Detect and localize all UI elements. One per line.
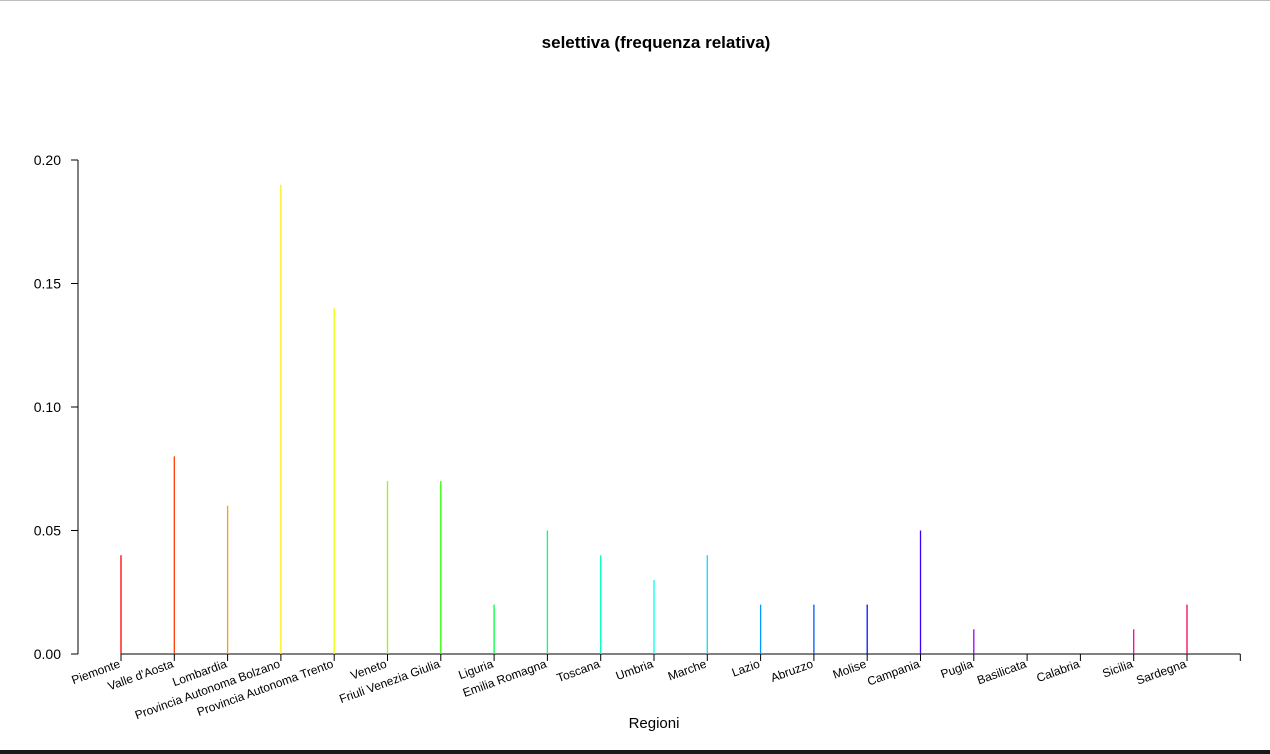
x-tick-label: Molise bbox=[831, 657, 869, 682]
y-tick-label: 0.05 bbox=[34, 523, 61, 539]
x-tick-label: Toscana bbox=[555, 657, 602, 686]
chart-bars bbox=[120, 184, 1188, 654]
x-tick-label: Calabria bbox=[1035, 657, 1082, 686]
window-bottom-border bbox=[0, 750, 1270, 754]
y-tick-label: 0.10 bbox=[34, 399, 61, 415]
x-tick-label: Marche bbox=[666, 657, 709, 684]
x-axis bbox=[120, 653, 1241, 661]
x-axis-title: Regioni bbox=[629, 715, 680, 732]
x-tick-label: Lazio bbox=[730, 657, 762, 680]
y-axis: 0.00 0.05 0.10 0.15 0.20 bbox=[34, 152, 79, 662]
y-tick-label: 0.20 bbox=[34, 152, 61, 168]
chart-title: selettiva (frequenza relativa) bbox=[542, 33, 771, 52]
x-tick-label: Campania bbox=[865, 657, 921, 689]
x-tick-label: Puglia bbox=[939, 657, 975, 682]
y-tick-label: 0.00 bbox=[34, 646, 61, 662]
x-tick-label: Umbria bbox=[614, 657, 655, 683]
x-tick-label: Abruzzo bbox=[769, 657, 815, 685]
window-top-border bbox=[0, 0, 1270, 1]
y-tick-label: 0.15 bbox=[34, 276, 61, 292]
x-tick-label: Sardegna bbox=[1134, 657, 1188, 688]
x-tick-label: Basilicata bbox=[975, 657, 1028, 688]
x-tick-label: Sicilia bbox=[1100, 657, 1135, 681]
